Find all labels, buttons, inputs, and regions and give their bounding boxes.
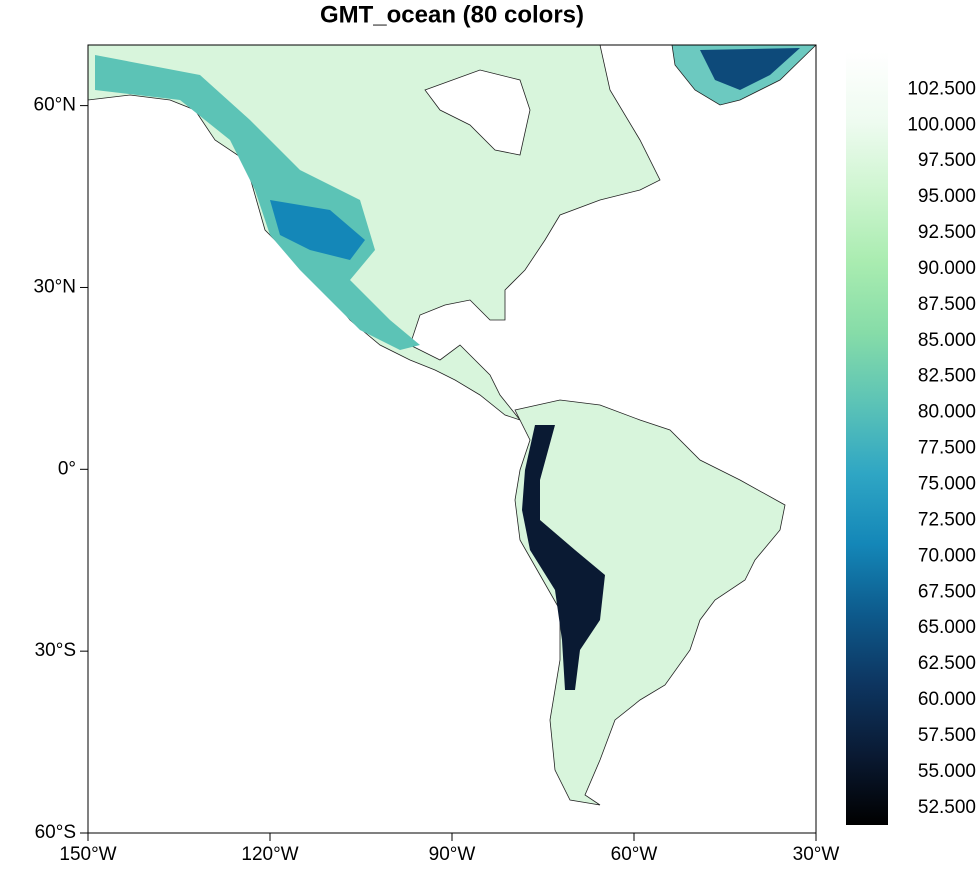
colorbar-label: 90.000 <box>918 258 976 279</box>
hudson-bay <box>424 69 531 156</box>
colorbar-label: 85.000 <box>918 330 976 351</box>
colorbar <box>846 52 888 825</box>
colorbar-label: 92.500 <box>918 222 976 243</box>
x-tick-label: 150°W <box>59 844 116 865</box>
colorbar-label: 55.000 <box>918 761 976 782</box>
colorbar-label: 102.500 <box>907 78 976 99</box>
high-plateau <box>270 200 365 260</box>
land <box>88 45 816 806</box>
colorbar-label: 60.000 <box>918 689 976 710</box>
chart-title: GMT_ocean (80 colors) <box>320 1 584 28</box>
colorbar-label: 52.500 <box>918 797 976 818</box>
andes <box>522 425 605 690</box>
colorbar-label: 57.500 <box>918 725 976 746</box>
x-tick-label: 120°W <box>241 844 298 865</box>
colorbar-label: 97.500 <box>918 150 976 171</box>
colorbar-label: 72.500 <box>918 509 976 530</box>
x-tick-label: 30°W <box>793 844 840 865</box>
colorbar-label: 70.000 <box>918 545 976 566</box>
y-tick-label: 30°S <box>35 640 76 661</box>
colorbar-label: 82.500 <box>918 366 976 387</box>
north-america <box>88 45 661 421</box>
colorbar-label: 95.000 <box>918 186 976 207</box>
y-tick-label: 0° <box>58 458 76 479</box>
colorbar-label: 75.000 <box>918 473 976 494</box>
colorbar-label: 77.500 <box>918 438 976 459</box>
south-america <box>514 399 786 806</box>
y-tick-label: 30°N <box>34 276 76 297</box>
x-tick-label: 90°W <box>429 844 476 865</box>
colorbar-label: 100.000 <box>907 114 976 135</box>
colorbar-label: 62.500 <box>918 653 976 674</box>
x-tick-label: 60°W <box>611 844 658 865</box>
colorbar-label: 80.000 <box>918 402 976 423</box>
y-tick-label: 60°N <box>34 95 76 116</box>
colorbar-label: 65.000 <box>918 617 976 638</box>
colorbar-label: 87.500 <box>918 294 976 315</box>
colorbar-label: 67.500 <box>918 581 976 602</box>
rocky-mountains <box>95 55 420 350</box>
y-tick-label: 60°S <box>35 822 76 843</box>
greenland-ice <box>700 48 800 90</box>
